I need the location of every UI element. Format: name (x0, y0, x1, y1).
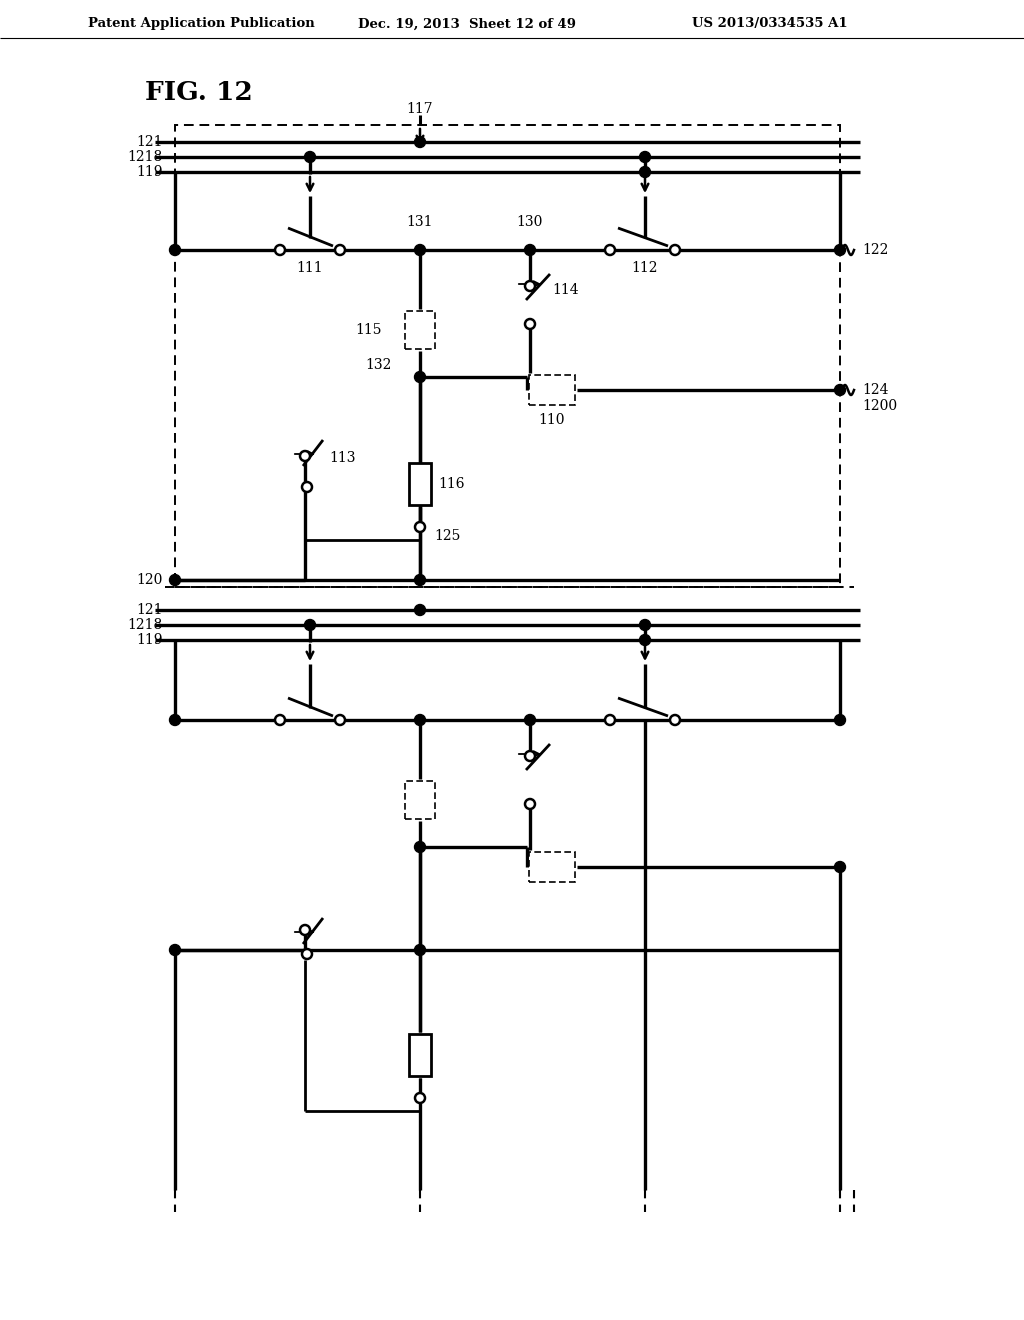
Bar (409, 463, 431, 506)
Circle shape (415, 574, 426, 586)
Circle shape (640, 166, 650, 177)
Circle shape (335, 715, 345, 725)
Text: 132: 132 (366, 358, 392, 372)
Circle shape (525, 281, 535, 290)
Text: 1218: 1218 (128, 150, 163, 164)
Circle shape (835, 384, 846, 396)
Circle shape (415, 136, 426, 148)
Circle shape (335, 246, 345, 255)
Bar (406, 781, 435, 818)
Text: FIG. 12: FIG. 12 (145, 79, 253, 104)
Circle shape (670, 246, 680, 255)
Circle shape (415, 605, 426, 615)
Text: 1218: 1218 (128, 618, 163, 632)
Circle shape (415, 521, 425, 532)
Circle shape (525, 319, 535, 329)
Text: 110: 110 (539, 413, 565, 426)
Circle shape (605, 246, 615, 255)
Circle shape (525, 751, 535, 762)
Circle shape (605, 715, 615, 725)
Text: 116: 116 (438, 477, 465, 491)
Circle shape (835, 862, 846, 873)
Bar (529, 375, 575, 405)
Circle shape (170, 574, 180, 586)
Circle shape (835, 244, 846, 256)
Text: 1200: 1200 (862, 399, 897, 413)
Circle shape (415, 1093, 425, 1104)
Circle shape (640, 635, 650, 645)
Circle shape (415, 714, 426, 726)
Text: Dec. 19, 2013  Sheet 12 of 49: Dec. 19, 2013 Sheet 12 of 49 (358, 17, 575, 30)
Text: 124: 124 (862, 383, 889, 397)
Text: 117: 117 (407, 102, 433, 116)
Circle shape (415, 945, 426, 956)
Text: 115: 115 (355, 323, 382, 337)
Text: 121: 121 (136, 603, 163, 616)
Circle shape (300, 925, 310, 935)
Circle shape (525, 799, 535, 809)
Text: US 2013/0334535 A1: US 2013/0334535 A1 (692, 17, 848, 30)
Circle shape (170, 714, 180, 726)
Circle shape (640, 152, 650, 162)
Bar (406, 312, 435, 348)
Bar (409, 1034, 431, 1076)
Text: 112: 112 (632, 261, 658, 275)
Circle shape (640, 619, 650, 631)
Circle shape (300, 451, 310, 461)
Text: 131: 131 (407, 215, 433, 228)
Circle shape (302, 482, 312, 492)
Text: Patent Application Publication: Patent Application Publication (88, 17, 314, 30)
Circle shape (524, 244, 536, 256)
Circle shape (275, 246, 285, 255)
Text: 130: 130 (517, 215, 543, 228)
Bar (529, 851, 575, 882)
Bar (175, 125, 840, 587)
Circle shape (415, 244, 426, 256)
Text: 114: 114 (552, 282, 579, 297)
Text: 120: 120 (136, 573, 163, 587)
Text: 113: 113 (329, 451, 355, 465)
Text: 111: 111 (297, 261, 324, 275)
Circle shape (415, 371, 426, 383)
Text: 119: 119 (136, 165, 163, 180)
Circle shape (170, 945, 180, 956)
Circle shape (524, 714, 536, 726)
Text: 119: 119 (136, 634, 163, 647)
Circle shape (670, 715, 680, 725)
Text: 125: 125 (434, 529, 461, 543)
Text: 122: 122 (862, 243, 889, 257)
Circle shape (835, 714, 846, 726)
Text: 121: 121 (136, 135, 163, 149)
Circle shape (170, 244, 180, 256)
Circle shape (302, 949, 312, 960)
Circle shape (275, 715, 285, 725)
Circle shape (304, 619, 315, 631)
Circle shape (304, 152, 315, 162)
Circle shape (415, 842, 426, 853)
